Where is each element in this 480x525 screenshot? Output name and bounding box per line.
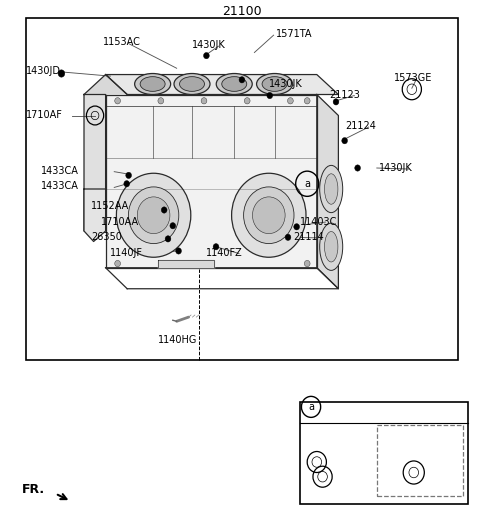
Circle shape bbox=[201, 98, 207, 104]
Ellipse shape bbox=[256, 74, 293, 94]
Bar bbox=[377, 425, 463, 496]
Text: 1710AA: 1710AA bbox=[101, 216, 139, 227]
Text: 1430JK: 1430JK bbox=[192, 39, 226, 50]
Text: 1140FZ: 1140FZ bbox=[206, 248, 243, 258]
Circle shape bbox=[115, 260, 120, 267]
Circle shape bbox=[176, 248, 181, 254]
Text: 21124: 21124 bbox=[346, 121, 376, 131]
Circle shape bbox=[304, 260, 310, 267]
Circle shape bbox=[126, 172, 132, 179]
Text: 21133: 21133 bbox=[303, 418, 334, 429]
Text: a: a bbox=[308, 402, 314, 412]
Text: 1433CA: 1433CA bbox=[41, 165, 79, 176]
Bar bbox=[300, 402, 468, 504]
Circle shape bbox=[58, 70, 65, 77]
Circle shape bbox=[355, 165, 360, 171]
Text: 1573GE: 1573GE bbox=[394, 72, 432, 83]
Circle shape bbox=[170, 223, 176, 229]
Circle shape bbox=[342, 138, 348, 144]
Text: 11403C: 11403C bbox=[300, 216, 337, 227]
Polygon shape bbox=[84, 189, 106, 242]
Text: 1573GK: 1573GK bbox=[383, 418, 421, 429]
Text: 21114: 21114 bbox=[293, 232, 324, 243]
Circle shape bbox=[304, 98, 310, 104]
Polygon shape bbox=[317, 94, 338, 289]
Polygon shape bbox=[106, 75, 338, 94]
Circle shape bbox=[115, 98, 120, 104]
Text: 26350: 26350 bbox=[91, 232, 122, 243]
Circle shape bbox=[294, 224, 300, 230]
Ellipse shape bbox=[244, 187, 294, 244]
Text: 1571TA: 1571TA bbox=[276, 29, 312, 39]
Text: 1430JD: 1430JD bbox=[26, 66, 61, 76]
Text: 1430JK: 1430JK bbox=[269, 79, 302, 89]
Ellipse shape bbox=[216, 74, 252, 94]
Text: 1433CA: 1433CA bbox=[41, 181, 79, 192]
Text: 21123: 21123 bbox=[329, 89, 360, 100]
Polygon shape bbox=[84, 94, 106, 231]
Ellipse shape bbox=[134, 74, 171, 94]
Text: a: a bbox=[304, 178, 310, 189]
Ellipse shape bbox=[320, 165, 343, 213]
Text: 1710AF: 1710AF bbox=[26, 110, 63, 121]
Circle shape bbox=[239, 77, 245, 83]
Ellipse shape bbox=[116, 173, 191, 257]
Circle shape bbox=[288, 98, 293, 104]
Ellipse shape bbox=[137, 197, 170, 234]
Circle shape bbox=[333, 99, 339, 105]
Ellipse shape bbox=[174, 74, 210, 94]
Ellipse shape bbox=[180, 77, 204, 91]
Bar bbox=[26, 18, 458, 360]
Ellipse shape bbox=[324, 232, 338, 262]
Ellipse shape bbox=[140, 77, 165, 91]
Ellipse shape bbox=[320, 223, 343, 270]
Circle shape bbox=[165, 236, 171, 242]
Ellipse shape bbox=[252, 197, 285, 234]
Circle shape bbox=[213, 244, 219, 250]
Text: 21314A: 21314A bbox=[383, 429, 420, 440]
Polygon shape bbox=[84, 75, 127, 94]
Ellipse shape bbox=[129, 187, 179, 244]
Circle shape bbox=[124, 181, 130, 187]
Text: 1152AA: 1152AA bbox=[91, 201, 130, 211]
Polygon shape bbox=[106, 94, 317, 268]
Ellipse shape bbox=[232, 173, 306, 257]
Text: FR.: FR. bbox=[22, 483, 45, 496]
Text: 21100: 21100 bbox=[223, 5, 262, 18]
Circle shape bbox=[244, 98, 250, 104]
Text: 1140HG: 1140HG bbox=[158, 335, 198, 345]
Ellipse shape bbox=[222, 77, 247, 91]
Circle shape bbox=[158, 98, 164, 104]
Text: 1153AC: 1153AC bbox=[103, 37, 141, 47]
Polygon shape bbox=[158, 260, 214, 268]
Circle shape bbox=[267, 92, 273, 99]
Ellipse shape bbox=[324, 174, 338, 204]
Circle shape bbox=[204, 52, 209, 59]
Text: 1140JF: 1140JF bbox=[110, 248, 144, 258]
Ellipse shape bbox=[262, 77, 287, 91]
Text: 1430JK: 1430JK bbox=[379, 163, 413, 173]
Circle shape bbox=[285, 234, 291, 240]
Text: 1751GI: 1751GI bbox=[311, 429, 346, 440]
Circle shape bbox=[161, 207, 167, 213]
